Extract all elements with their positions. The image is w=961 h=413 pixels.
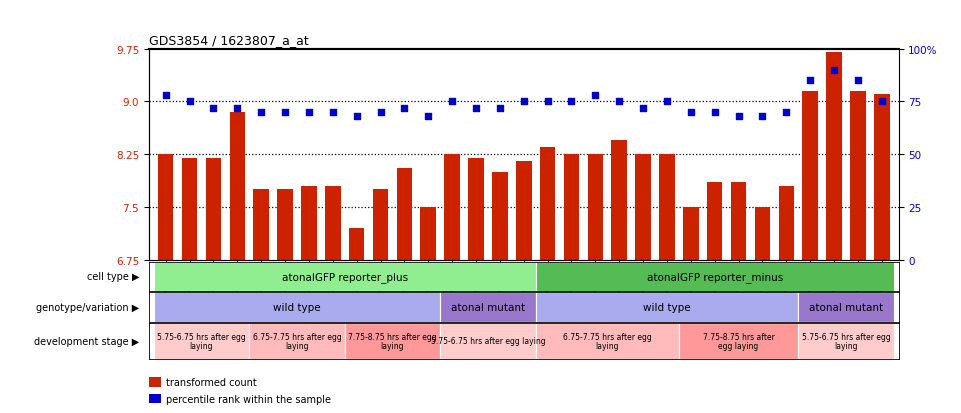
Bar: [535, 292, 799, 322]
Text: 5.75-6.75 hrs after egg
laying: 5.75-6.75 hrs after egg laying: [801, 332, 891, 351]
Point: [802, 78, 818, 85]
Point: [516, 99, 531, 105]
Bar: [799, 292, 894, 322]
Bar: [730, 183, 747, 260]
Point: [564, 99, 579, 105]
Text: wild type: wild type: [643, 302, 691, 312]
Text: wild type: wild type: [273, 302, 321, 312]
Bar: [875, 95, 890, 260]
Point: [588, 93, 604, 99]
Bar: [278, 190, 293, 260]
Bar: [154, 292, 440, 322]
Bar: [802, 92, 818, 260]
Point: [635, 105, 651, 112]
Point: [875, 99, 890, 105]
Point: [778, 109, 794, 116]
Bar: [421, 207, 436, 260]
Point: [230, 105, 245, 112]
Text: transformed count: transformed count: [166, 377, 257, 387]
Text: 5.75-6.75 hrs after egg laying: 5.75-6.75 hrs after egg laying: [431, 337, 545, 346]
Bar: [535, 262, 894, 291]
Text: atonal mutant: atonal mutant: [809, 302, 883, 312]
Text: cell type ▶: cell type ▶: [86, 272, 139, 282]
Bar: [492, 173, 507, 260]
Bar: [516, 162, 531, 260]
Point: [826, 67, 842, 74]
Bar: [468, 159, 483, 260]
Bar: [707, 183, 723, 260]
Point: [349, 114, 364, 120]
Text: atonalGFP reporter_minus: atonalGFP reporter_minus: [647, 271, 783, 282]
Text: 5.75-6.75 hrs after egg
laying: 5.75-6.75 hrs after egg laying: [157, 332, 246, 351]
Point: [301, 109, 316, 116]
Text: genotype/variation ▶: genotype/variation ▶: [37, 302, 139, 312]
Text: percentile rank within the sample: percentile rank within the sample: [166, 394, 332, 404]
Point: [540, 99, 555, 105]
Point: [850, 78, 866, 85]
Point: [468, 105, 483, 112]
Bar: [158, 155, 173, 260]
Point: [397, 105, 412, 112]
Bar: [564, 155, 579, 260]
Bar: [659, 155, 675, 260]
Bar: [440, 323, 535, 359]
Bar: [683, 207, 699, 260]
Text: 6.75-7.75 hrs after egg
laying: 6.75-7.75 hrs after egg laying: [563, 332, 652, 351]
Bar: [230, 113, 245, 260]
Point: [421, 114, 436, 120]
Point: [206, 105, 221, 112]
Text: development stage ▶: development stage ▶: [34, 336, 139, 346]
Bar: [778, 187, 794, 260]
Bar: [444, 155, 460, 260]
Bar: [587, 155, 604, 260]
Point: [707, 109, 723, 116]
Text: atonal mutant: atonal mutant: [451, 302, 525, 312]
Point: [444, 99, 459, 105]
Bar: [182, 159, 197, 260]
Bar: [373, 190, 388, 260]
Bar: [154, 323, 249, 359]
Bar: [535, 323, 678, 359]
Text: 6.75-7.75 hrs after egg
laying: 6.75-7.75 hrs after egg laying: [253, 332, 341, 351]
Text: 7.75-8.75 hrs after egg
laying: 7.75-8.75 hrs after egg laying: [348, 332, 436, 351]
Text: GDS3854 / 1623807_a_at: GDS3854 / 1623807_a_at: [149, 34, 308, 47]
Bar: [799, 323, 894, 359]
Bar: [540, 148, 555, 260]
Point: [182, 99, 197, 105]
Bar: [611, 141, 627, 260]
Point: [325, 109, 340, 116]
Bar: [325, 187, 340, 260]
Point: [278, 109, 293, 116]
Bar: [301, 187, 317, 260]
Point: [731, 114, 747, 120]
Text: atonalGFP reporter_plus: atonalGFP reporter_plus: [282, 271, 407, 282]
Bar: [397, 169, 412, 260]
Bar: [850, 92, 866, 260]
Bar: [754, 207, 770, 260]
Bar: [440, 292, 535, 322]
Bar: [678, 323, 799, 359]
Point: [683, 109, 699, 116]
Text: 7.75-8.75 hrs after
egg laying: 7.75-8.75 hrs after egg laying: [702, 332, 775, 351]
Point: [754, 114, 770, 120]
Bar: [249, 323, 345, 359]
Bar: [254, 190, 269, 260]
Bar: [345, 323, 440, 359]
Bar: [349, 228, 364, 260]
Bar: [206, 159, 221, 260]
Bar: [826, 53, 842, 260]
Bar: [154, 262, 535, 291]
Bar: [635, 155, 651, 260]
Point: [158, 93, 173, 99]
Point: [373, 109, 388, 116]
Point: [492, 105, 507, 112]
Point: [659, 99, 675, 105]
Point: [611, 99, 627, 105]
Point: [254, 109, 269, 116]
